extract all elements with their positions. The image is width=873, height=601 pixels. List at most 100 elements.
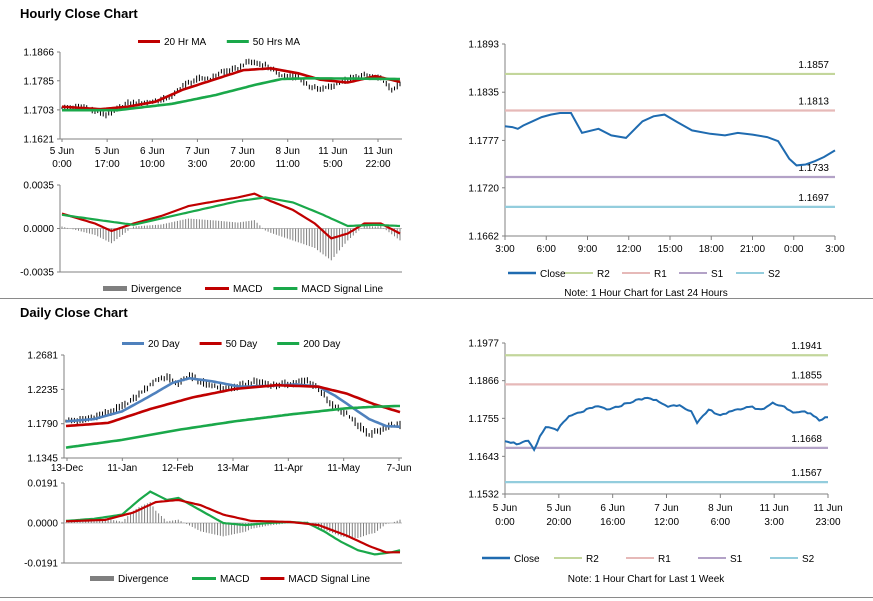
hourly-macd-legend-label: Divergence <box>131 284 182 295</box>
daily-macd-legend-label: Divergence <box>118 574 169 585</box>
hourly-macd-legend-label: MACD Signal Line <box>301 284 383 295</box>
hourly-pivots-xtick-label: 12:00 <box>616 244 641 255</box>
daily-pivots-xtick-label: 16:00 <box>600 517 625 528</box>
daily-pivots-xtick-label: 3:00 <box>764 517 784 528</box>
daily-pivots-ytick-label: 1.1643 <box>468 452 499 463</box>
daily-price-series-200-day <box>65 404 400 449</box>
hourly-price-xtick-label: 5 Jun <box>95 146 119 157</box>
hourly-pivots-level-label: 1.1733 <box>798 163 829 174</box>
hourly-macd-ytick-label: -0.0035 <box>20 268 54 279</box>
hourly-pivots-xtick-label: 0:00 <box>784 244 804 255</box>
daily-pivots-legend-label: R2 <box>586 554 599 565</box>
hourly-macd-series-macd-signal-line <box>61 196 401 228</box>
daily-pivots-legend-label: S2 <box>802 554 815 565</box>
hourly-macd-divergence-bars <box>61 218 401 261</box>
hourly-pivots-ytick-label: 1.1777 <box>468 136 499 147</box>
hourly-macd-ytick-label: 0.0035 <box>23 181 54 192</box>
daily-pivots-legend-label: R1 <box>658 554 671 565</box>
hourly-pivots-ytick-label: 1.1720 <box>468 183 499 194</box>
hourly-pivots-level-label: 1.1813 <box>798 96 829 107</box>
hourly-pivots-xtick-label: 21:00 <box>740 244 765 255</box>
hourly-macd-legend-swatch <box>103 286 127 291</box>
hourly-price-xtick-label: 17:00 <box>95 159 120 170</box>
daily-price-legend-label: 50 Day <box>226 339 258 350</box>
daily-pivots-xtick-label: 5 Jun <box>493 503 517 514</box>
hourly-price-xtick-label: 22:00 <box>365 159 390 170</box>
hourly-macd-legend-label: MACD <box>233 284 262 295</box>
daily-pivots-ytick-label: 1.1532 <box>468 490 499 501</box>
daily-price-xtick-label: 13-Mar <box>217 463 249 474</box>
daily-pivots-xtick-label: 11 Jun <box>813 503 842 514</box>
daily-section-title: Daily Close Chart <box>20 305 128 320</box>
daily-pivots-level-label: 1.1941 <box>791 341 822 352</box>
hourly-pivots-legend-label: Close <box>540 269 566 280</box>
hourly-macd-ytick-label: 0.0000 <box>23 224 54 235</box>
daily-pivots-level-label: 1.1668 <box>791 434 822 445</box>
daily-macd-legend-swatch <box>90 576 114 581</box>
daily-price-legend-label: 20 Day <box>148 339 180 350</box>
hourly-pivots-ytick-label: 1.1893 <box>468 40 499 51</box>
hourly-price-xtick-label: 3:00 <box>188 159 208 170</box>
hourly-price-xtick-label: 6 Jun <box>140 146 164 157</box>
hourly-price-xtick-label: 10:00 <box>140 159 165 170</box>
daily-macd-ytick-label: -0.0191 <box>24 559 58 570</box>
daily-pivots-ytick-label: 1.1977 <box>468 339 499 350</box>
hourly-pivots-ytick-label: 1.1662 <box>468 232 499 243</box>
daily-price-ytick-label: 1.2681 <box>27 351 58 362</box>
daily-pivots-note: Note: 1 Hour Chart for Last 1 Week <box>568 574 726 585</box>
daily-pivots-xtick-label: 0:00 <box>495 517 515 528</box>
hourly-price-xtick-label: 7 Jun <box>185 146 209 157</box>
hourly-pivots-legend-label: S2 <box>768 269 781 280</box>
daily-price-xtick-label: 11-Apr <box>274 463 304 474</box>
daily-pivots-xtick-label: 7 Jun <box>654 503 678 514</box>
hourly-price-ytick-label: 1.1785 <box>23 76 54 87</box>
daily-pivots-ytick-label: 1.1866 <box>468 376 499 387</box>
hourly-price-xtick-label: 11 Jun <box>318 146 347 157</box>
daily-price-ytick-label: 1.1790 <box>27 419 58 430</box>
daily-macd-legend-label: MACD <box>220 574 249 585</box>
hourly-macd-series-macd <box>61 192 401 240</box>
daily-price-xtick-label: 7-Jun <box>386 463 411 474</box>
hourly-price-xtick-label: 20:00 <box>230 159 255 170</box>
hourly-pivots-legend-label: R1 <box>654 269 667 280</box>
daily-pivots-xtick-label: 23:00 <box>815 517 840 528</box>
section-divider-bottom <box>0 597 873 598</box>
hourly-pivots-xtick-label: 9:00 <box>578 244 598 255</box>
daily-price-xtick-label: 11-May <box>327 463 360 474</box>
hourly-price-legend-label: 20 Hr MA <box>164 37 207 48</box>
daily-price-ytick-label: 1.2235 <box>27 385 58 396</box>
daily-macd-series-macd-signal-line <box>65 498 400 554</box>
hourly-price-series-20-hr-ma <box>61 66 401 111</box>
hourly-price-xtick-label: 5:00 <box>323 159 343 170</box>
daily-price-series-20-day <box>65 376 401 429</box>
hourly-pivots-legend-label: S1 <box>711 269 724 280</box>
daily-price-ytick-label: 1.1345 <box>27 454 58 465</box>
hourly-pivots-series-close <box>504 112 836 167</box>
daily-macd-ytick-label: 0.0000 <box>27 519 58 530</box>
daily-macd-ytick-label: 0.0191 <box>27 479 58 490</box>
hourly-price-xtick-label: 7 Jun <box>230 146 254 157</box>
daily-pivots-xtick-label: 11 Jun <box>760 503 789 514</box>
daily-pivots-level-label: 1.1567 <box>791 468 822 479</box>
daily-pivots-xtick-label: 8 Jun <box>708 503 732 514</box>
hourly-pivots-level-label: 1.1857 <box>798 60 829 71</box>
hourly-pivots-xtick-label: 3:00 <box>495 244 515 255</box>
daily-pivots-xtick-label: 20:00 <box>546 517 571 528</box>
hourly-price-xtick-label: 11:00 <box>276 159 301 170</box>
hourly-price-xtick-label: 11 Jun <box>363 146 392 157</box>
daily-pivots-xtick-label: 6 Jun <box>600 503 624 514</box>
daily-price-series-50-day <box>65 383 401 428</box>
hourly-price-series-50-hrs-ma <box>62 77 400 112</box>
hourly-pivots-level-label: 1.1697 <box>798 193 829 204</box>
hourly-pivots-xtick-label: 6:00 <box>537 244 557 255</box>
hourly-pivots-xtick-label: 3:00 <box>825 244 845 255</box>
hourly-pivots-xtick-label: 18:00 <box>699 244 724 255</box>
daily-pivots-level-label: 1.1855 <box>791 370 822 381</box>
hourly-pivots-xtick-label: 15:00 <box>657 244 682 255</box>
hourly-price-xtick-label: 8 Jun <box>275 146 299 157</box>
daily-price-legend-label: 200 Day <box>303 339 340 350</box>
hourly-price-ytick-label: 1.1621 <box>23 135 54 146</box>
hourly-section-title: Hourly Close Chart <box>20 6 138 21</box>
daily-macd-legend-label: MACD Signal Line <box>288 574 370 585</box>
